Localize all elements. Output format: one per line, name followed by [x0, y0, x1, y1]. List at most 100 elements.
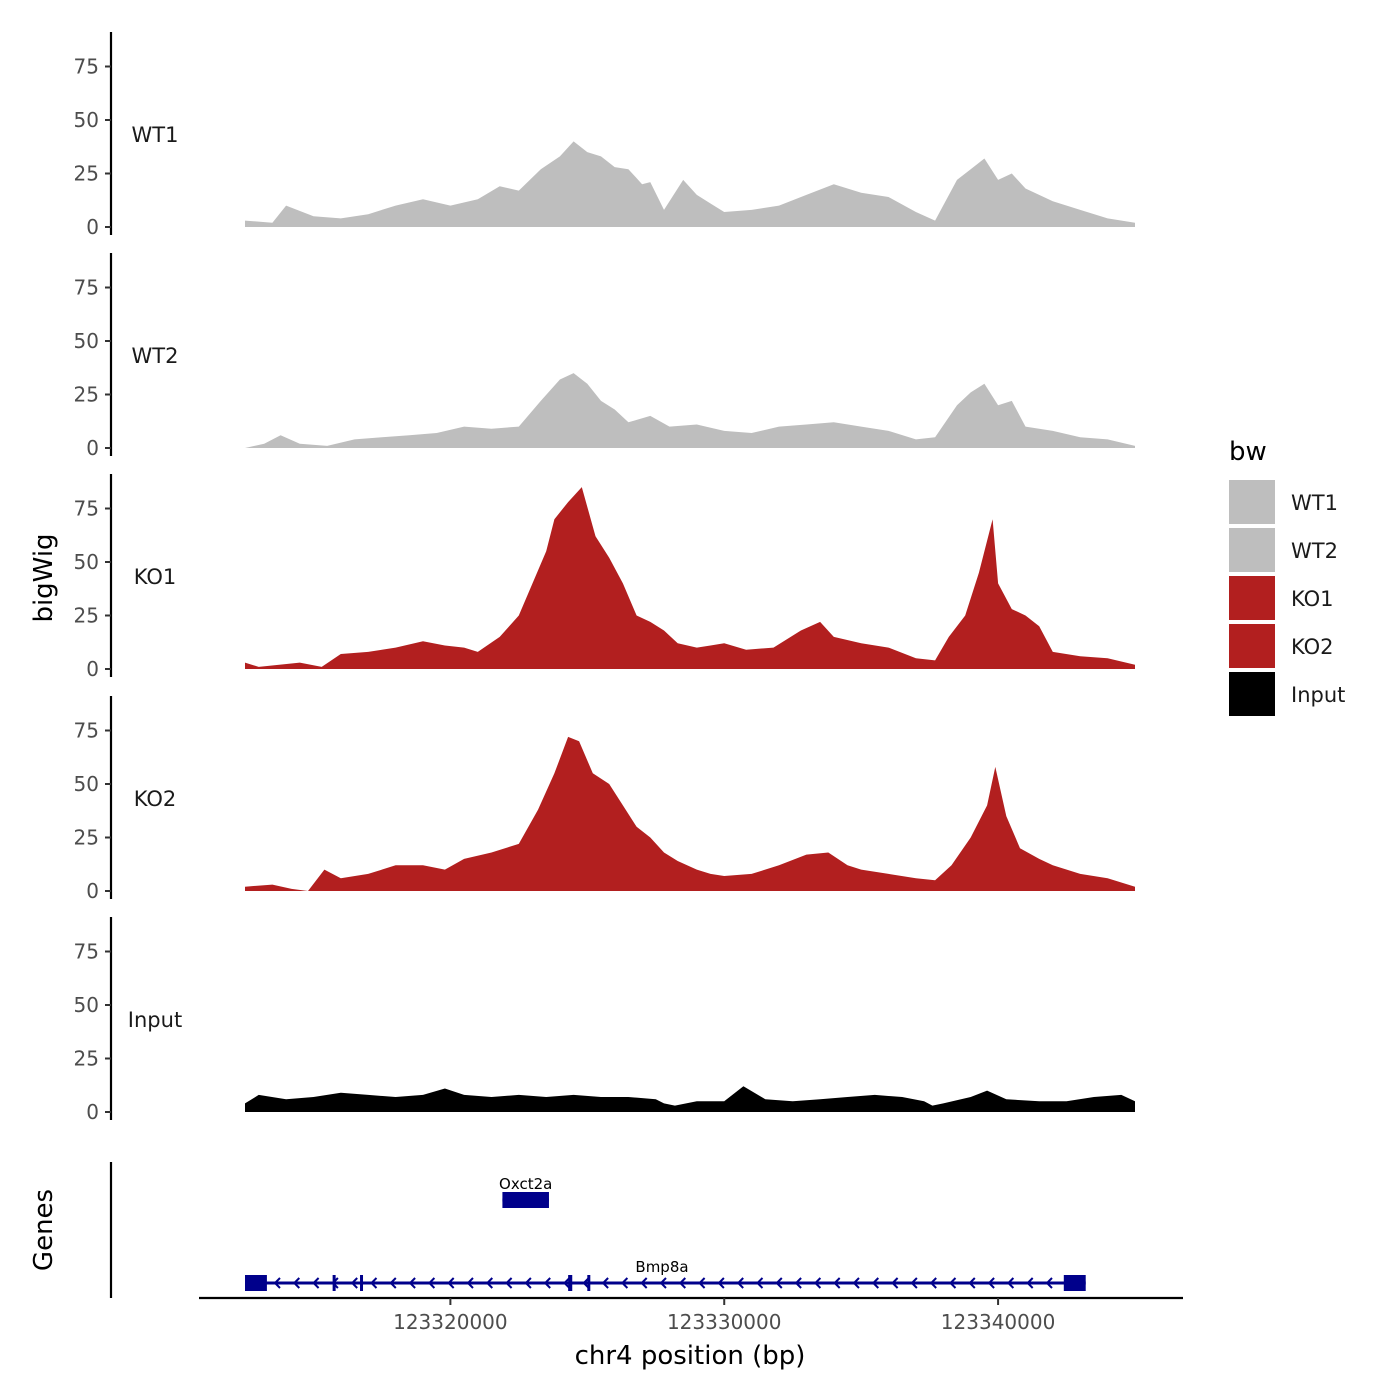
strand-arrow — [852, 1277, 860, 1289]
strand-arrow — [466, 1277, 474, 1289]
legend-swatch — [1229, 672, 1275, 716]
strand-arrow — [1026, 1277, 1034, 1289]
genes-panel: Genes Oxct2a Bmp8a — [29, 1162, 1086, 1298]
y-tick-label: 75 — [74, 940, 99, 964]
exon — [502, 1192, 549, 1208]
genes-axis-title: Genes — [29, 1189, 59, 1271]
track-ko1: 0 25 50 75 KO1 — [74, 474, 1135, 681]
area-wt1 — [245, 141, 1135, 227]
y-tick-label: 25 — [74, 162, 99, 186]
track-label: WT2 — [132, 344, 179, 368]
x-tick-label: 123330000 — [667, 1310, 782, 1334]
y-tick-label: 50 — [74, 993, 99, 1017]
exon — [587, 1275, 591, 1291]
y-tick-label: 0 — [86, 1100, 99, 1124]
legend-swatch — [1229, 624, 1275, 668]
track-label: KO1 — [134, 565, 177, 589]
exon — [1063, 1275, 1086, 1291]
y-axis-title: bigWig — [29, 533, 59, 622]
gene-bmp8a: Bmp8a — [245, 1258, 1086, 1291]
strand-arrow — [543, 1277, 551, 1289]
y-tick-label: 50 — [74, 329, 99, 353]
y-tick-label: 0 — [86, 436, 99, 460]
strand-arrow — [678, 1277, 687, 1289]
x-tick-label: 123320000 — [393, 1310, 508, 1334]
y-tick-label: 75 — [74, 497, 99, 521]
strand-arrow — [698, 1277, 706, 1289]
area-wt2 — [245, 373, 1135, 448]
strand-arrow — [427, 1277, 436, 1289]
y-tick-label: 25 — [74, 604, 99, 628]
exon — [332, 1275, 336, 1291]
gene-label: Bmp8a — [635, 1258, 688, 1276]
y-tick-label: 25 — [74, 383, 99, 407]
strand-arrow — [601, 1277, 609, 1289]
y-tick-label: 75 — [74, 276, 99, 300]
strand-arrow — [389, 1277, 397, 1289]
x-axis-title: chr4 position (bp) — [575, 1341, 806, 1371]
legend-label: WT2 — [1291, 539, 1338, 563]
strand-arrow — [640, 1277, 648, 1289]
y-tick-label: 50 — [74, 550, 99, 574]
strand-arrow — [910, 1277, 918, 1289]
strand-arrow — [1045, 1277, 1053, 1289]
strand-arrow — [273, 1277, 281, 1289]
track-wt2: 0 25 50 75 WT2 — [74, 253, 1135, 460]
track-label: WT1 — [132, 123, 179, 147]
strand-arrow — [659, 1277, 667, 1289]
legend-swatch — [1229, 528, 1275, 572]
area-ko2 — [245, 736, 1135, 891]
strand-arrow — [813, 1277, 822, 1289]
y-tick-label: 0 — [86, 879, 99, 903]
strand-arrow — [929, 1277, 937, 1289]
x-axis: 123320000 123330000 123340000 — [199, 1296, 1183, 1334]
y-tick-label: 25 — [74, 1047, 99, 1071]
y-tick-label: 25 — [74, 826, 99, 850]
y-tick-label: 0 — [86, 215, 99, 239]
y-tick-label: 50 — [74, 108, 99, 132]
strand-arrow — [370, 1277, 378, 1289]
strand-arrow — [408, 1277, 416, 1289]
y-tick-label: 75 — [74, 55, 99, 79]
strand-arrow — [582, 1277, 590, 1289]
strand-arrow — [505, 1277, 513, 1289]
gene-models: Oxct2a Bmp8a — [245, 1175, 1086, 1291]
legend-label: KO2 — [1291, 635, 1334, 659]
strand-arrow — [1006, 1277, 1015, 1289]
strand-arrow — [350, 1277, 358, 1289]
y-tick-label: 75 — [74, 719, 99, 743]
strand-arrow — [524, 1277, 532, 1289]
legend-swatch — [1229, 480, 1275, 524]
strand-arrow — [447, 1277, 455, 1289]
legend-label: WT1 — [1291, 491, 1338, 515]
legend: bw WT1 WT2 KO1 KO2 Input — [1229, 437, 1345, 716]
gene-oxct2a: Oxct2a — [499, 1175, 552, 1208]
strand-arrow — [292, 1277, 301, 1289]
strand-arrow — [871, 1277, 880, 1289]
y-tick-label: 50 — [74, 772, 99, 796]
strand-arrow — [949, 1277, 957, 1289]
strand-arrow — [987, 1277, 995, 1289]
strand-arrow — [620, 1277, 629, 1289]
bigwig-tracks: 0 25 50 75 WT1 0 25 50 75 WT2 0 25 50 75 KO1 0 25 50 75 KO2… — [74, 32, 1135, 1124]
track-label: Input — [128, 1008, 182, 1032]
area-ko1 — [245, 487, 1135, 669]
strand-arrow — [485, 1277, 494, 1289]
exon — [245, 1275, 267, 1291]
strand-arrow — [775, 1277, 783, 1289]
legend-label: Input — [1291, 683, 1345, 707]
track-ko2: 0 25 50 75 KO2 — [74, 696, 1135, 903]
x-tick-label: 123340000 — [941, 1310, 1056, 1334]
strand-arrow — [794, 1277, 802, 1289]
gene-label: Oxct2a — [499, 1175, 552, 1193]
strand-arrow — [756, 1277, 764, 1289]
area-input — [245, 1086, 1135, 1112]
track-label: KO2 — [134, 787, 177, 811]
y-tick-label: 0 — [86, 657, 99, 681]
exon — [568, 1275, 573, 1291]
strand-arrow — [968, 1277, 976, 1289]
legend-swatch — [1229, 576, 1275, 620]
strand-arrow — [717, 1277, 725, 1289]
legend-label: KO1 — [1291, 587, 1334, 611]
